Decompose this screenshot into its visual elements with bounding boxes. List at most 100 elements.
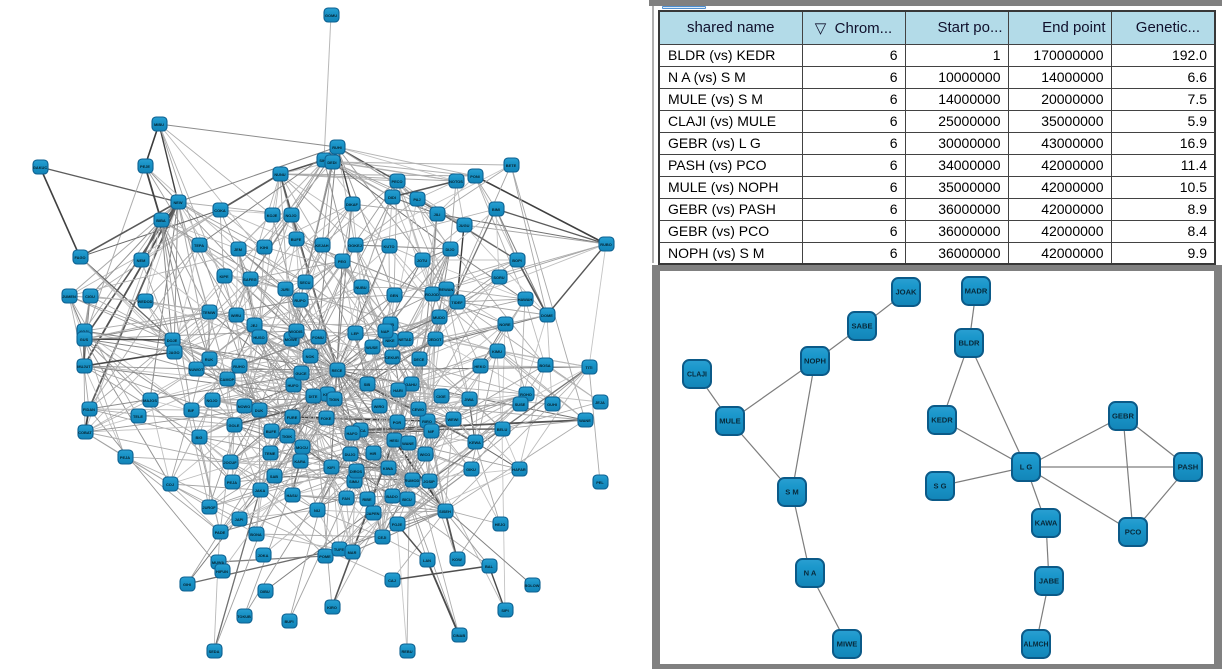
svg-text:GIKU: GIKU (466, 467, 476, 472)
svg-text:NUBU: NUBU (355, 285, 366, 290)
svg-text:S G: S G (933, 482, 946, 491)
svg-text:JEDOT: JEDOT (429, 337, 443, 342)
svg-text:BAL: BAL (485, 564, 494, 569)
svg-text:GAHU: GAHU (405, 382, 417, 387)
svg-text:MOCU: MOCU (296, 445, 308, 450)
svg-text:JILI: JILI (434, 212, 441, 217)
svg-text:RECE: RECE (332, 368, 343, 373)
svg-text:KIPE: KIPE (219, 274, 228, 279)
svg-text:HESI: HESI (389, 438, 398, 443)
svg-text:HIR: HIR (370, 451, 377, 456)
svg-text:RUHI: RUHI (332, 145, 342, 150)
svg-text:TENIW: TENIW (203, 310, 216, 315)
svg-text:BOSA: BOSA (539, 363, 550, 368)
svg-text:RUK: RUK (205, 357, 214, 362)
svg-text:DEDI: DEDI (327, 160, 336, 165)
svg-text:CIGU: CIGU (85, 294, 95, 299)
svg-text:WODIS: WODIS (289, 329, 303, 334)
svg-text:JOAK: JOAK (895, 288, 917, 297)
svg-text:BUFI: BUFI (284, 619, 293, 624)
svg-text:DIBU: DIBU (260, 589, 270, 594)
svg-text:N A: N A (804, 569, 817, 578)
svg-text:JOSIP: JOSIP (423, 479, 435, 484)
svg-text:WANE: WANE (402, 441, 414, 446)
svg-text:TELE: TELE (133, 414, 143, 419)
svg-text:COJ: COJ (166, 482, 174, 487)
svg-text:DIJO: DIJO (445, 247, 454, 252)
svg-text:CAMOP: CAMOP (220, 377, 235, 382)
svg-text:JABE: JABE (1039, 577, 1059, 586)
svg-text:DIROS: DIROS (350, 469, 363, 474)
svg-text:S M: S M (785, 488, 799, 497)
svg-text:JUROF: JUROF (202, 505, 216, 510)
svg-text:PAJ: PAJ (413, 197, 420, 202)
svg-text:TIDEF: TIDEF (451, 300, 463, 305)
svg-text:SAB: SAB (270, 474, 278, 479)
svg-text:RUBO: RUBO (600, 242, 611, 247)
svg-text:SABE: SABE (851, 322, 872, 331)
svg-text:BADO: BADO (386, 494, 397, 499)
svg-text:DECE: DECE (414, 357, 425, 362)
svg-text:KIWA: KIWA (383, 466, 393, 471)
svg-text:CEJI: CEJI (378, 535, 387, 540)
svg-text:TIGIK: TIGIK (282, 434, 293, 439)
svg-text:RUPO: RUPO (294, 298, 305, 303)
svg-text:MUJUT: MUJUT (77, 364, 91, 369)
svg-text:PEG: PEG (338, 259, 346, 264)
svg-text:DUJO: DUJO (345, 452, 356, 457)
svg-text:WANE: WANE (579, 418, 591, 423)
svg-text:HEJO: HEJO (495, 522, 506, 527)
svg-text:PCO: PCO (1125, 528, 1142, 537)
svg-text:NEM: NEM (137, 258, 146, 263)
svg-text:PASH: PASH (1178, 463, 1199, 472)
svg-text:PONI: PONI (470, 174, 480, 179)
svg-text:HARI: HARI (393, 388, 403, 393)
svg-text:TOKUB: TOKUB (237, 614, 251, 619)
svg-text:REWAN: REWAN (439, 287, 454, 292)
svg-text:KIHI: KIHI (260, 245, 268, 250)
svg-text:HEKO: HEKO (474, 364, 485, 369)
svg-text:RIRO: RIRO (422, 419, 432, 424)
svg-text:GEN: GEN (390, 293, 399, 298)
svg-text:HAFO: HAFO (346, 431, 357, 436)
svg-text:JOTU: JOTU (417, 258, 428, 263)
svg-text:BELU: BELU (497, 427, 508, 432)
svg-text:SIB: SIB (364, 382, 371, 387)
svg-text:PEJE: PEJE (140, 164, 150, 169)
svg-text:JUMEN: JUMEN (62, 294, 76, 299)
svg-text:BICU: BICU (402, 497, 412, 502)
svg-text:BONA: BONA (250, 532, 262, 537)
svg-text:GOKEJ: GOKEJ (348, 243, 362, 248)
svg-text:PADE: PADE (215, 530, 226, 535)
svg-text:HIFUN: HIFUN (216, 569, 228, 574)
svg-text:NIF: NIF (428, 429, 435, 434)
svg-text:JAGO: JAGO (168, 350, 179, 355)
svg-text:DOME: DOME (541, 313, 553, 318)
svg-text:CLAJI: CLAJI (687, 372, 707, 379)
svg-text:JOKA: JOKA (258, 553, 269, 558)
svg-text:KOJI: KOJI (79, 329, 88, 334)
svg-text:FOKE: FOKE (321, 416, 332, 421)
svg-text:KARA: KARA (294, 459, 305, 464)
svg-text:CEWO: CEWO (412, 407, 424, 412)
svg-text:SISEH: SISEH (439, 509, 451, 514)
svg-text:ALMCH: ALMCH (1024, 642, 1049, 649)
svg-text:GIHI: GIHI (183, 582, 191, 587)
svg-text:TIGIN: TIGIN (329, 397, 340, 402)
svg-text:BIMI: BIMI (492, 207, 500, 212)
svg-text:FOMU: FOMU (312, 335, 324, 340)
svg-text:HAFAR: HAFAR (512, 467, 526, 472)
svg-text:PEL: PEL (596, 480, 604, 485)
svg-text:BIG: BIG (196, 435, 203, 440)
svg-text:MAJOS: MAJOS (143, 398, 157, 403)
svg-text:FURE: FURE (287, 415, 298, 420)
svg-text:NUWOT: NUWOT (189, 367, 204, 372)
svg-text:POME: POME (319, 554, 331, 559)
svg-text:SECU: SECU (300, 280, 311, 285)
svg-text:FAN: FAN (342, 496, 350, 501)
svg-text:KEDR: KEDR (931, 416, 953, 425)
svg-text:BLDR: BLDR (958, 339, 980, 348)
svg-text:NIJ: NIJ (314, 508, 320, 513)
svg-text:POR: POR (393, 420, 402, 425)
svg-text:JIWA: JIWA (464, 397, 474, 402)
